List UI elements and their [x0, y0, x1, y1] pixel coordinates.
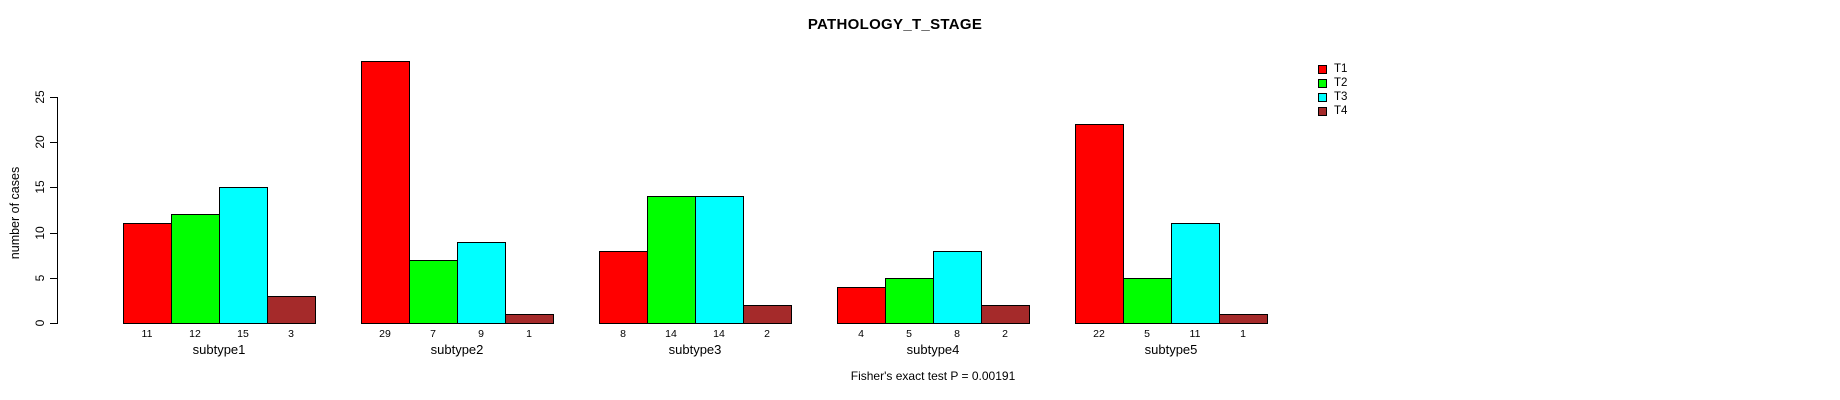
legend-swatch-T1	[1318, 64, 1327, 74]
y-axis-label: number of cases	[8, 166, 22, 260]
bar-subtype3-T2	[647, 196, 696, 324]
y-tick-label: 20	[33, 135, 47, 149]
y-axis-line	[57, 96, 58, 324]
y-tick-label: 15	[33, 180, 47, 194]
bar-subtype5-T1	[1075, 124, 1124, 324]
bar-subtype2-T4	[505, 314, 554, 324]
bar-subtype3-T4	[743, 305, 792, 324]
legend-row-T2: T2	[1318, 76, 1347, 90]
bar-value-label: 11	[141, 328, 153, 340]
group-label-subtype3: subtype3	[668, 342, 722, 357]
group-label-subtype1: subtype1	[192, 342, 246, 357]
y-tick-label: 10	[33, 225, 47, 240]
bar-subtype2-T3	[457, 242, 506, 324]
bar-value-label: 4	[858, 328, 864, 340]
bar-subtype1-T2	[171, 214, 220, 324]
y-tick	[50, 232, 57, 234]
bar-value-label: 1	[1240, 328, 1246, 340]
bar-value-label: 3	[288, 328, 294, 340]
bar-subtype1-T1	[123, 223, 172, 324]
group-label-subtype5: subtype5	[1144, 342, 1198, 357]
bar-value-label: 5	[906, 328, 912, 340]
bar-subtype4-T1	[837, 287, 886, 324]
legend-row-T3: T3	[1318, 90, 1347, 104]
bar-subtype1-T4	[267, 296, 316, 324]
bar-value-label: 2	[764, 328, 770, 340]
y-tick	[50, 323, 57, 324]
bar-value-label: 5	[1144, 328, 1150, 340]
bar-value-label: 15	[237, 328, 249, 340]
group-label-subtype4: subtype4	[906, 342, 960, 357]
bar-value-label: 1	[526, 328, 532, 340]
bar-subtype5-T2	[1123, 278, 1172, 324]
legend-swatch-T3	[1318, 92, 1327, 102]
legend-row-T1: T1	[1318, 62, 1347, 76]
y-tick-label: 5	[33, 274, 47, 282]
legend-label: T4	[1334, 105, 1348, 117]
bar-value-label: 29	[379, 328, 391, 340]
bar-subtype2-T1	[361, 61, 410, 324]
legend-swatch-T4	[1318, 106, 1327, 116]
bar-subtype5-T4	[1219, 314, 1268, 324]
bar-value-label: 14	[713, 328, 725, 340]
group-label-subtype2: subtype2	[430, 342, 484, 357]
y-tick	[50, 142, 57, 143]
bar-value-label: 14	[665, 328, 677, 340]
legend: T1 T2 T3 T4	[1318, 62, 1347, 118]
legend-label: T1	[1334, 63, 1348, 75]
bar-subtype1-T3	[219, 187, 268, 324]
bar-subtype4-T2	[885, 278, 934, 324]
bar-value-label: 2	[1002, 328, 1008, 340]
bar-subtype3-T1	[599, 251, 648, 324]
chart-title: PATHOLOGY_T_STAGE	[807, 16, 983, 33]
bar-value-label: 8	[620, 328, 626, 340]
bar-value-label: 7	[430, 328, 436, 340]
bar-value-label: 8	[954, 328, 960, 340]
bar-subtype4-T4	[981, 305, 1030, 324]
bar-value-label: 11	[1189, 328, 1201, 340]
y-tick-label: 25	[33, 90, 47, 104]
legend-swatch-T2	[1318, 78, 1327, 88]
bar-value-label: 22	[1093, 328, 1105, 340]
legend-label: T3	[1334, 91, 1348, 103]
legend-label: T2	[1334, 77, 1348, 89]
fisher-test-note: Fisher's exact test P = 0.00191	[850, 369, 1016, 383]
y-tick	[50, 96, 57, 98]
bar-value-label: 9	[478, 328, 484, 340]
bar-subtype5-T3	[1171, 223, 1220, 324]
y-tick-label: 0	[33, 319, 47, 327]
legend-row-T4: T4	[1318, 104, 1347, 118]
bar-subtype2-T2	[409, 260, 458, 324]
bar-subtype3-T3	[695, 196, 744, 324]
bar-value-label: 12	[189, 328, 201, 340]
bar-subtype4-T3	[933, 251, 982, 324]
y-tick	[50, 187, 57, 189]
y-tick	[50, 277, 57, 279]
